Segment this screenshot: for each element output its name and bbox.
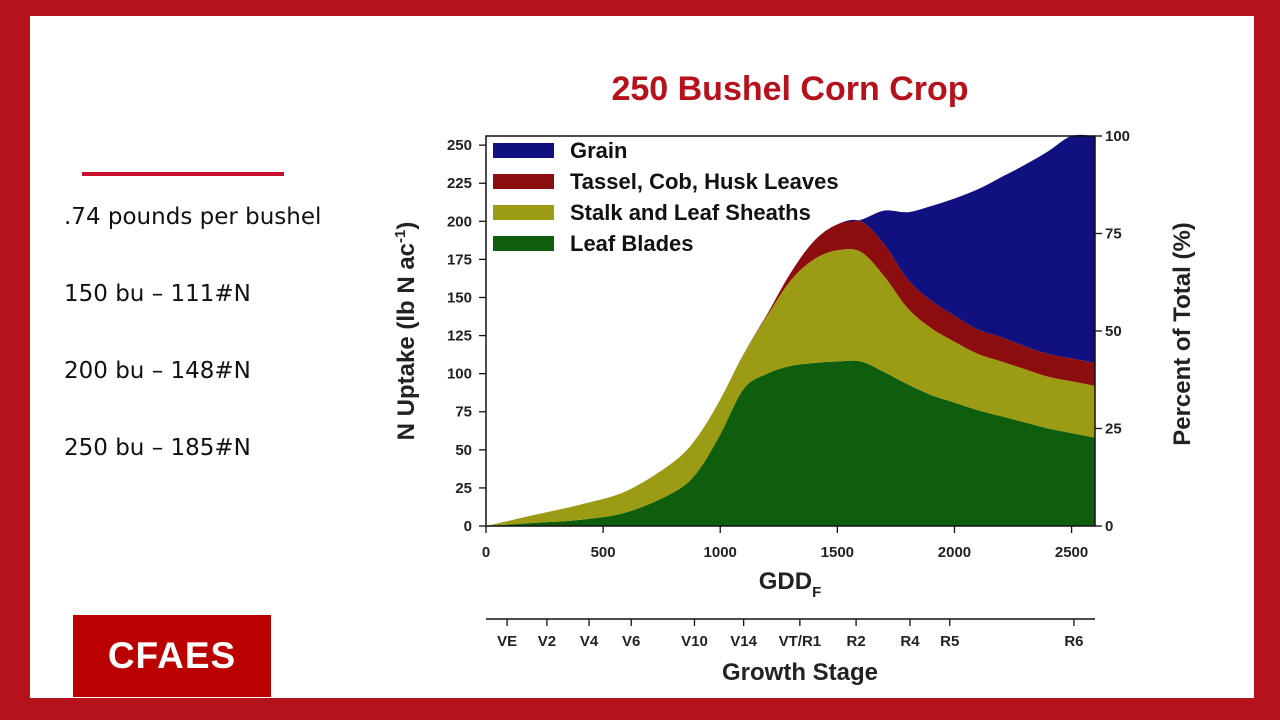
- area-grain: [486, 134, 1095, 526]
- accent-line: [82, 172, 284, 176]
- y2-axis-ticks: 0 25 50 75 100: [1095, 128, 1130, 535]
- x-tick-label: 500: [591, 544, 616, 561]
- stage-label-v6: V6: [622, 633, 640, 650]
- stage-label-r2: R2: [846, 633, 865, 650]
- stage-label-v10: V10: [681, 633, 708, 650]
- y2-tick-label: 75: [1105, 226, 1122, 243]
- x-tick-label: 1500: [821, 544, 854, 561]
- legend-swatch-tassel-cob-husk-leaves: [493, 174, 554, 189]
- x-axis-label: GDDF: [759, 568, 822, 601]
- legend-swatch-stalk-and-leaf-sheaths: [493, 205, 554, 220]
- y-tick-label: 250: [447, 137, 472, 154]
- fact-line-200bu: 200 bu – 148#N: [64, 358, 251, 384]
- y-axis-ticks: 0 25 50 75 100 125 150 175 200 225 250: [447, 137, 486, 535]
- x-tick-label: 0: [482, 544, 490, 561]
- legend-label-grain: Grain: [570, 138, 627, 163]
- y-tick-label: 100: [447, 366, 472, 383]
- y2-tick-label: 50: [1105, 323, 1122, 340]
- y-tick-label: 75: [455, 404, 472, 421]
- fact-line-150bu: 150 bu – 111#N: [64, 281, 251, 307]
- legend: Grain Tassel, Cob, Husk Leaves Stalk and L…: [493, 138, 839, 256]
- legend-label-stalk-and-leaf-sheaths: Stalk and Leaf Sheaths: [570, 200, 811, 225]
- stage-label-vt-r1: VT/R1: [779, 633, 822, 650]
- y-tick-label: 225: [447, 175, 472, 192]
- stage-label-v4: V4: [580, 633, 599, 650]
- y-tick-label: 175: [447, 251, 472, 268]
- x-axis-ticks: 0 500 1000 1500 2000 2500: [482, 526, 1088, 561]
- stage-label-ve: VE: [497, 633, 517, 650]
- stage-label-v2: V2: [538, 633, 556, 650]
- y-tick-label: 200: [447, 213, 472, 230]
- y-tick-label: 50: [455, 442, 472, 459]
- fact-line-per-bushel: .74 pounds per bushel: [64, 204, 322, 230]
- y-tick-label: 25: [455, 480, 472, 497]
- y-tick-label: 150: [447, 289, 472, 306]
- fact-line-250bu: 250 bu – 185#N: [64, 435, 251, 461]
- y2-axis-label: Percent of Total (%): [1169, 222, 1196, 446]
- area-layers: [486, 134, 1095, 526]
- facts-list: .74 pounds per bushel 150 bu – 111#N 200…: [64, 206, 321, 514]
- stage-label-r4: R4: [900, 633, 920, 650]
- stage-label-r5: R5: [940, 633, 959, 650]
- legend-label-tassel-cob-husk-leaves: Tassel, Cob, Husk Leaves: [570, 169, 839, 194]
- area-stalk-and-leaf-sheaths: [486, 248, 1095, 526]
- y2-tick-label: 25: [1105, 421, 1122, 438]
- y-axis-label: N Uptake (lb N ac-1): [392, 222, 420, 441]
- stage-label-v14: V14: [730, 633, 757, 650]
- legend-label-leaf-blades: Leaf Blades: [570, 231, 694, 256]
- growth-stage-label: Growth Stage: [722, 659, 878, 686]
- area-leaf-blades: [486, 360, 1095, 526]
- y-tick-label: 125: [447, 328, 472, 345]
- x-tick-label: 2000: [938, 544, 971, 561]
- x-tick-label: 2500: [1055, 544, 1088, 561]
- y2-tick-label: 0: [1105, 518, 1113, 535]
- cfaes-logo: CFAES: [73, 615, 271, 697]
- x-tick-label: 1000: [704, 544, 737, 561]
- legend-swatch-grain: [493, 143, 554, 158]
- stage-label-r6: R6: [1064, 633, 1083, 650]
- slide-title: 250 Bushel Corn Crop: [611, 70, 969, 108]
- growth-stage-ticks: VE V2 V4 V6 V10 V14 VT/R1 R2 R4 R5 R6: [497, 619, 1084, 650]
- y-tick-label: 0: [464, 518, 472, 535]
- y2-tick-label: 100: [1105, 128, 1130, 145]
- legend-swatch-leaf-blades: [493, 236, 554, 251]
